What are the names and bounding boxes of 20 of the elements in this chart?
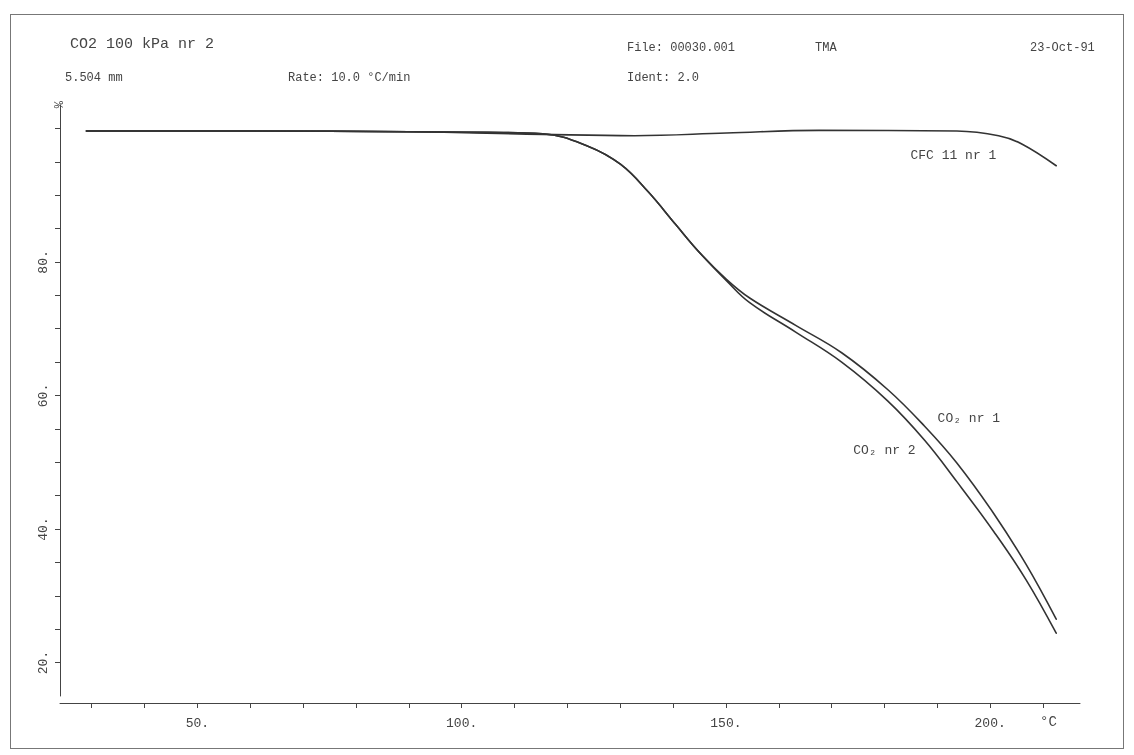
x-tick-label: 200. [974, 716, 1006, 731]
y-tick-label: 20. [36, 650, 51, 675]
text: Ident: 2.0 [627, 71, 700, 85]
series-label: CO₂ nr 2 [853, 442, 916, 458]
series-label: CO₂ nr 1 [937, 410, 1001, 426]
text: 23-Oct-91 [1030, 41, 1095, 55]
y-tick-label: 60. [36, 383, 51, 408]
chart-title: CO2 100 kPa nr 2 [70, 36, 215, 53]
x-tick-label: 150. [710, 716, 742, 731]
series-label: CFC 11 nr 1 [910, 148, 997, 164]
text: Rate: 10.0 °C/min [288, 71, 411, 85]
y-axis-title: % [53, 100, 67, 109]
x-tick-label: 100. [446, 716, 478, 731]
x-axis-title: °C [1040, 714, 1057, 730]
text: 5.504 mm [65, 71, 123, 85]
x-tick-label: 50. [185, 716, 210, 731]
text: File: 00030.001 [627, 41, 736, 55]
y-tick-label: 40. [36, 517, 51, 541]
y-tick-label: 80. [36, 250, 51, 274]
text: TMA [815, 41, 838, 55]
